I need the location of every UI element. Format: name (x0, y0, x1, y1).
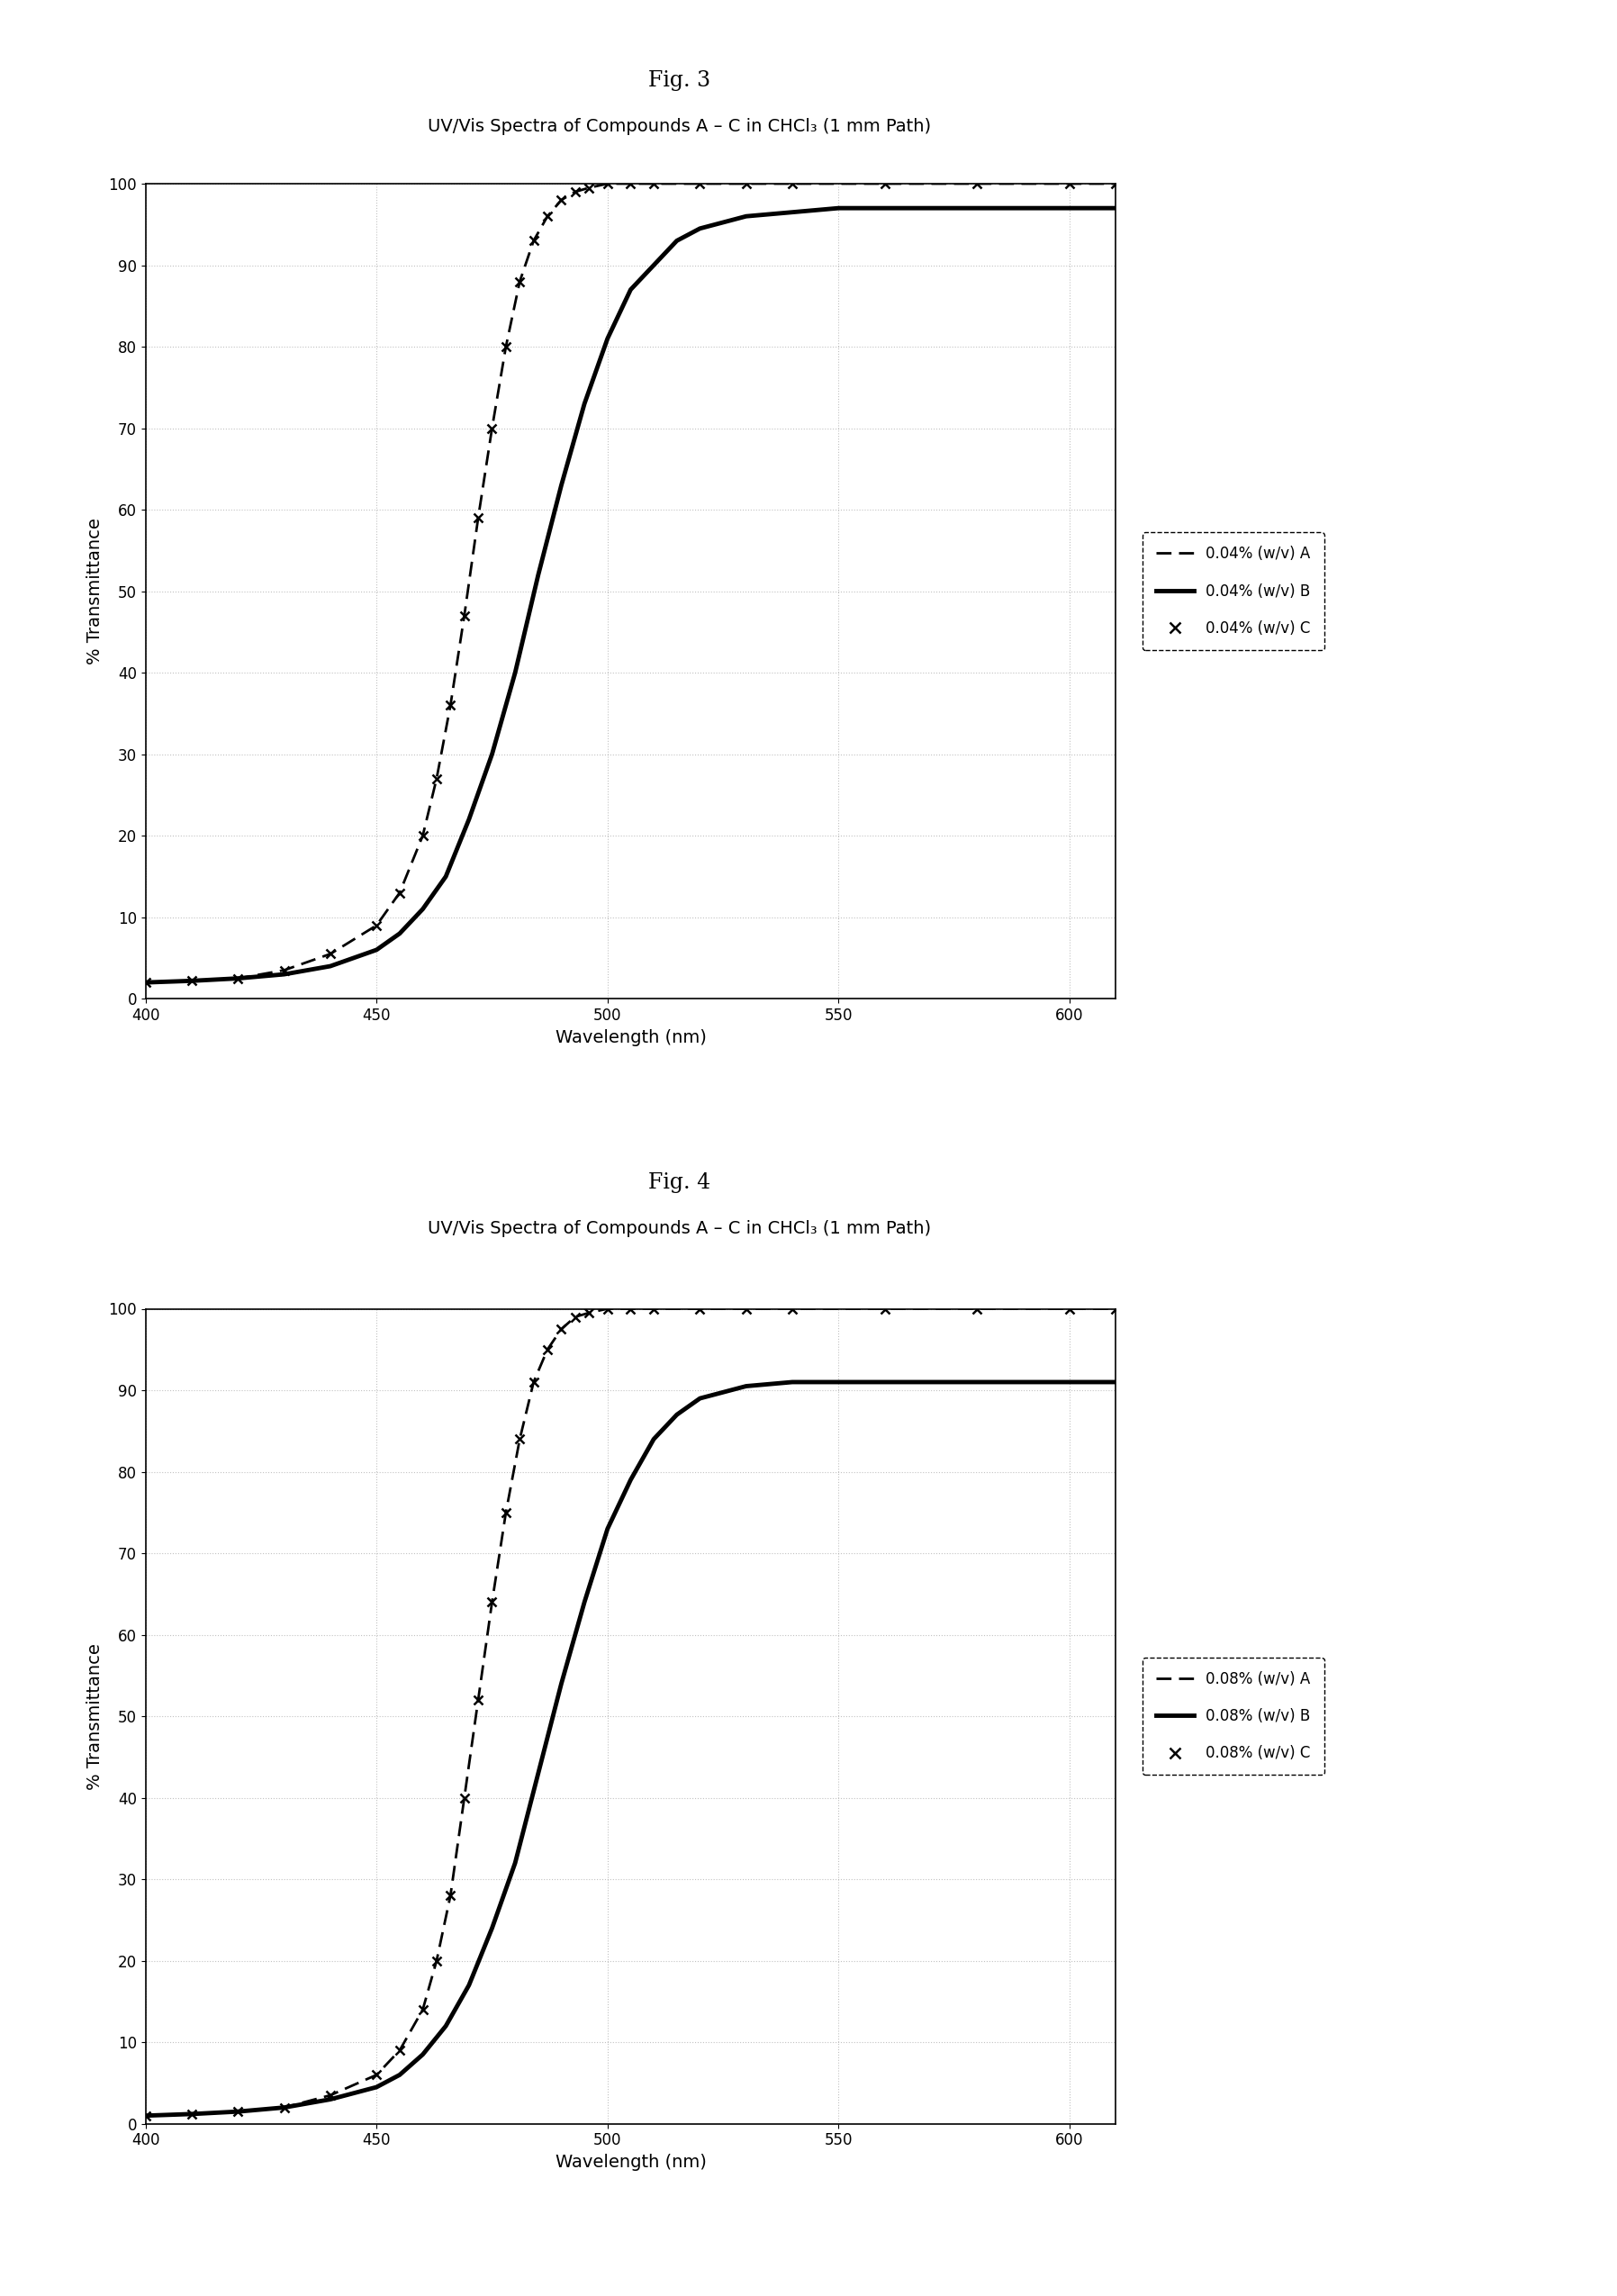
Text: Fig. 4: Fig. 4 (648, 1171, 710, 1194)
X-axis label: Wavelength (nm): Wavelength (nm) (555, 2154, 707, 2172)
Text: UV/Vis Spectra of Compounds A – C in CHCl₃ (1 mm Path): UV/Vis Spectra of Compounds A – C in CHC… (427, 1219, 931, 1238)
Y-axis label: % Transmittance: % Transmittance (86, 1644, 103, 1789)
Text: Fig. 3: Fig. 3 (648, 69, 710, 92)
Legend: 0.04% (w/v) A, 0.04% (w/v) B, 0.04% (w/v) C: 0.04% (w/v) A, 0.04% (w/v) B, 0.04% (w/v… (1143, 533, 1324, 650)
X-axis label: Wavelength (nm): Wavelength (nm) (555, 1029, 707, 1047)
Text: UV/Vis Spectra of Compounds A – C in CHCl₃ (1 mm Path): UV/Vis Spectra of Compounds A – C in CHC… (427, 117, 931, 135)
Y-axis label: % Transmittance: % Transmittance (86, 519, 103, 664)
Legend: 0.08% (w/v) A, 0.08% (w/v) B, 0.08% (w/v) C: 0.08% (w/v) A, 0.08% (w/v) B, 0.08% (w/v… (1143, 1658, 1324, 1775)
